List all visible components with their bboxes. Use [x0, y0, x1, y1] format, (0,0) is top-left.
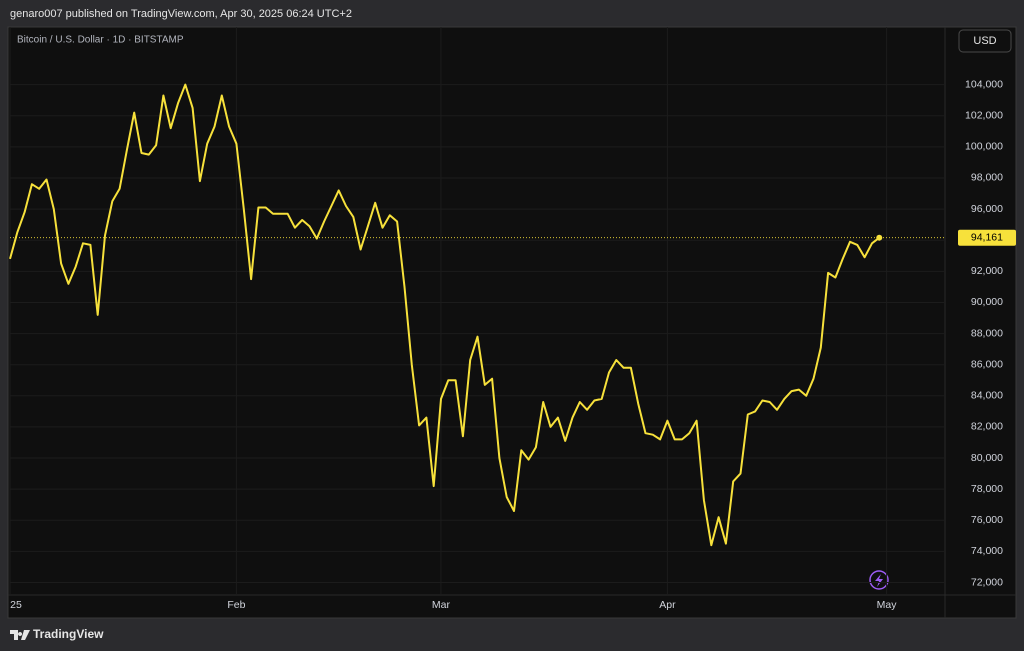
y-tick-label: 104,000	[965, 78, 1003, 90]
currency-button[interactable]	[958, 29, 1012, 53]
plot: 72,000 74,000 76,000 78,000 80,000 82,000 84,0…	[9, 27, 1016, 611]
y-tick-label: 98,000	[971, 172, 1003, 184]
y-tick-label: 78,000	[971, 483, 1003, 495]
brand-logo	[10, 630, 30, 640]
x-tick-label: Apr	[659, 599, 676, 611]
last-price-label: 94,161	[971, 231, 1003, 243]
y-tick-label: 74,000	[971, 545, 1003, 557]
y-tick-label: 92,000	[971, 265, 1003, 277]
y-tick-label: 84,000	[971, 390, 1003, 402]
last-price-box	[958, 229, 1016, 246]
y-tick-label: 96,000	[971, 203, 1003, 215]
x-tick-label: 25	[10, 599, 22, 611]
y-tick-label: 82,000	[971, 421, 1003, 433]
y-tick-label: 102,000	[965, 109, 1003, 121]
x-tick-label: May	[877, 599, 898, 611]
y-tick-label: 88,000	[971, 327, 1003, 339]
chart-bg	[7, 26, 1017, 619]
chart-title: genaro007 published on TradingView.com, …	[10, 8, 352, 20]
price-line	[9, 83, 880, 547]
icon-ring	[869, 570, 889, 590]
lightning-icon[interactable]	[869, 570, 889, 590]
y-tick-label: 76,000	[971, 514, 1003, 526]
last-price-dot	[876, 234, 883, 241]
icon-bolt	[875, 574, 883, 587]
y-tick-label: 90,000	[971, 296, 1003, 308]
y-tick-label: 80,000	[971, 452, 1003, 464]
currency-label[interactable]: USD	[973, 35, 996, 47]
brand-name: TradingView	[33, 627, 104, 641]
chart-subtitle: Bitcoin / U.S. Dollar · 1D · BITSTAMP	[17, 35, 184, 46]
y-tick-label: 100,000	[965, 141, 1003, 153]
x-tick-label: Feb	[227, 599, 245, 611]
y-tick-label: 72,000	[971, 576, 1003, 588]
x-tick-label: Mar	[432, 599, 451, 611]
y-tick-label: 86,000	[971, 358, 1003, 370]
